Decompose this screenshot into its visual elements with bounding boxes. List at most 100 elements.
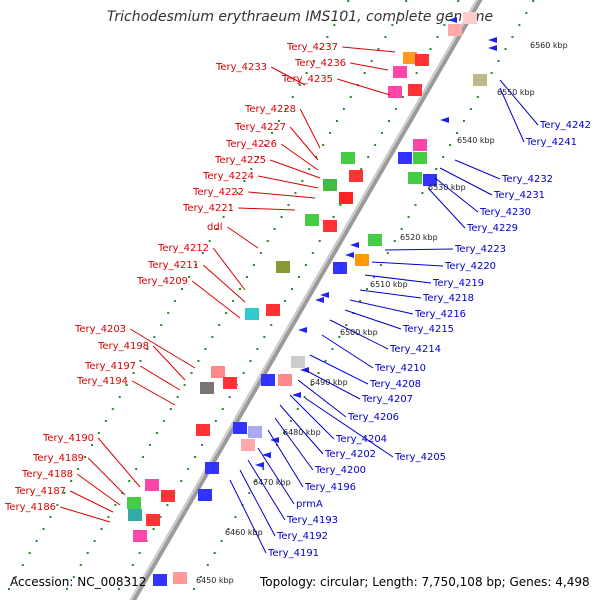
gene-block: [473, 74, 487, 86]
leader-line: [191, 280, 241, 319]
tick-dot: [187, 276, 190, 278]
tick-dot: [277, 120, 280, 122]
scale-label: 6520 kbp: [400, 233, 438, 242]
left-gene-label: Tery_4186: [4, 502, 56, 513]
tick-dot: [511, 36, 514, 38]
tick-dot: [159, 516, 162, 518]
gene-block: [196, 424, 210, 436]
gene-block: [161, 490, 175, 502]
gene-block: [413, 152, 427, 164]
tick-dot: [208, 240, 211, 242]
tick-dot: [7, 588, 10, 590]
tick-dot: [142, 456, 145, 458]
tick-dot: [379, 264, 382, 266]
leader-line: [227, 226, 259, 249]
gene-block: [339, 192, 353, 204]
tick-dot: [415, 72, 418, 74]
gene-arrow: [488, 45, 497, 51]
leader-line: [139, 365, 181, 391]
tick-dot: [317, 372, 320, 374]
tick-dot: [449, 144, 452, 146]
right-gene-label: Tery_4223: [454, 244, 506, 255]
right-gene-label: Tery_4242: [539, 120, 591, 131]
gene-block: [128, 509, 142, 521]
right-gene-label: Tery_4196: [304, 482, 356, 493]
leader-line: [349, 299, 414, 315]
scale-label: 6460 kbp: [225, 528, 263, 537]
gene-arrow: [448, 17, 457, 23]
right-gene-label: Tery_4208: [369, 379, 421, 390]
gene-block: [245, 308, 259, 320]
leader-line: [97, 437, 141, 488]
right-gene-label: Tery_4204: [335, 434, 387, 445]
right-gene-label: Tery_4229: [466, 223, 518, 234]
genome-backbone: [129, 0, 483, 600]
tick-dot: [384, 36, 387, 38]
leader-line: [267, 429, 304, 488]
gene-block: [133, 530, 147, 542]
tick-dot: [104, 420, 107, 422]
tick-dot: [259, 252, 262, 254]
gene-block: [349, 170, 363, 182]
leader-line: [229, 479, 267, 554]
tick-dot: [305, 72, 308, 74]
tick-dot: [387, 120, 390, 122]
left-gene-label: Tery_4222: [192, 187, 244, 198]
tick-dot: [318, 240, 321, 242]
gene-block: [415, 54, 429, 66]
right-gene-label: Tery_4210: [374, 363, 426, 374]
leader-line: [304, 369, 361, 400]
tick-dot: [42, 528, 45, 530]
tick-dot: [363, 72, 366, 74]
tick-dot: [91, 444, 94, 446]
tick-dot: [421, 192, 424, 194]
tick-dot: [326, 36, 329, 38]
tick-dot: [289, 420, 292, 422]
gene-block: [388, 86, 402, 98]
tick-dot: [149, 444, 152, 446]
leader-line: [87, 457, 126, 496]
tick-dot: [221, 408, 224, 410]
tick-dot: [442, 156, 445, 158]
tick-dot: [469, 108, 472, 110]
tick-dot: [398, 12, 401, 14]
gene-block: [341, 152, 355, 164]
leader-line: [434, 177, 479, 213]
leader-line: [131, 380, 176, 406]
leader-line: [359, 289, 422, 299]
tick-dot: [201, 252, 204, 254]
leader-line: [289, 126, 319, 161]
tick-dot: [72, 576, 75, 578]
right-gene-label: Tery_4230: [479, 207, 531, 218]
leader-line: [270, 66, 306, 86]
tick-dot: [107, 516, 110, 518]
leader-line: [321, 334, 374, 369]
tick-dot: [114, 504, 117, 506]
tick-dot: [370, 60, 373, 62]
leader-line: [350, 62, 389, 71]
right-gene-label: Tery_4202: [324, 449, 376, 460]
tick-dot: [197, 360, 200, 362]
tick-dot: [232, 300, 235, 302]
right-gene-label: Tery_4218: [422, 293, 474, 304]
gene-block: [463, 12, 477, 24]
tick-dot: [266, 240, 269, 242]
tick-dots: [7, 0, 535, 590]
tick-dot: [391, 24, 394, 26]
tick-dot: [280, 216, 283, 218]
tick-dot: [291, 288, 294, 290]
tick-dot: [497, 60, 500, 62]
tick-dot: [132, 372, 135, 374]
left-gene-label: Tery_4225: [214, 155, 266, 166]
tick-dot: [381, 132, 384, 134]
tick-dot: [245, 276, 248, 278]
tick-dot: [284, 108, 287, 110]
tick-dot: [49, 516, 52, 518]
left-gene-label: Tery_4227: [234, 122, 286, 133]
tick-dot: [77, 468, 80, 470]
leader-line: [238, 207, 296, 211]
gene-arrow: [488, 37, 497, 43]
leader-line: [212, 247, 246, 291]
tick-dot: [35, 540, 38, 542]
